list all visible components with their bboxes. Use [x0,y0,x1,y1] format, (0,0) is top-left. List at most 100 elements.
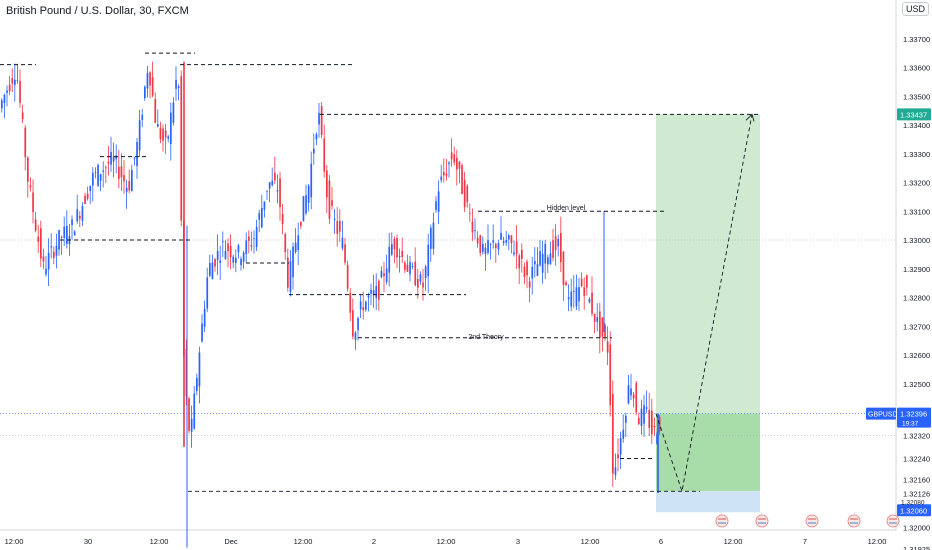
candle-up [76,209,79,222]
candle-up [138,120,141,151]
candle-down [591,292,593,314]
candle-up [271,180,274,186]
candle-up [354,332,357,340]
stop-zone[interactable] [656,491,760,513]
candle-up [380,270,383,278]
candle-down [414,261,417,286]
candle-up [315,134,318,140]
candle-up [255,227,258,248]
candle-up [484,247,487,254]
candle-down [443,172,445,176]
flag-us-icon[interactable] [805,514,819,528]
candle-up [237,245,240,253]
candle-down [638,418,640,425]
candle-down [469,212,471,214]
candle-up [268,182,271,189]
price-tick-label: 1.32240 [903,455,930,464]
candle-up [235,257,237,263]
candle-up [193,393,196,429]
candle-down [599,311,601,338]
candle-up [427,244,430,277]
candle-up [627,385,630,404]
price-tick-label: 1.32600 [903,351,930,360]
candle-down [461,165,463,194]
candle-down [86,193,89,199]
candle-up [534,261,536,265]
candle-up [388,246,391,273]
candle-down [658,416,661,432]
candle-up [625,415,627,423]
candle-up [71,219,73,226]
candle-down [528,281,531,288]
candle-down [362,307,365,311]
candle-down [227,243,229,252]
symbol-badge: GBPUSD [868,412,898,419]
candle-up [567,297,570,300]
candle-down [281,213,284,225]
candle-up [424,266,427,279]
candle-up [136,142,138,167]
candle-down [526,261,528,276]
candle-up [536,264,539,276]
currency-selector[interactable]: USD [902,2,930,16]
target-zone[interactable] [656,114,760,414]
candle-up [219,260,222,263]
candle-down [29,185,32,188]
candle-up [437,191,440,212]
candle-up [645,407,648,409]
candle-down [565,282,567,286]
candle-down [479,235,482,253]
candle-up [305,195,307,214]
candle-down [378,280,380,300]
candle-down [417,278,419,288]
candle-down [586,275,588,288]
candle-down [406,264,409,272]
price-tick-label: 1.33000 [903,236,930,245]
flag-us-icon[interactable] [715,514,729,528]
candle-up [261,207,263,228]
candle-up [619,437,622,455]
candle-up [144,86,146,99]
flag-us-icon[interactable] [886,514,900,528]
candle-up [557,238,560,247]
candle-up [203,308,206,327]
candle-down [79,216,81,219]
projection-path[interactable] [655,114,753,494]
stop-price-badge: 1.32060 [900,506,927,515]
flag-us-icon[interactable] [755,514,769,528]
candle-down [601,317,604,337]
candle-up [292,246,294,278]
time-tick-label: 12:00 [437,537,456,546]
flag-us-icon[interactable] [847,514,861,528]
candle-down [562,251,565,286]
candle-down [84,195,86,205]
candle-up [110,151,112,165]
candle-down [521,249,523,260]
candle-down [105,167,107,169]
candle-down [560,233,562,263]
candle-up [409,261,411,275]
candle-up [502,241,505,244]
candle-up [492,240,495,243]
candle-down [593,313,596,322]
last-price-badge-bg [897,407,931,428]
projection-arrowhead [745,113,755,122]
candle-up [73,231,76,236]
candle-up [570,291,573,307]
partial-price-label: 1.32080 [901,499,925,506]
candle-up [50,246,53,248]
candle-down [107,161,110,164]
candle-up [115,155,118,160]
candle-up [45,268,47,275]
candle-down [604,325,606,337]
target-price-badge: 1.33437 [900,110,927,119]
candle-up [500,232,502,240]
candle-up [372,290,375,296]
candle-up [575,287,578,307]
stop-price-badge-bg [897,504,931,517]
candle-down [632,394,635,399]
candle-down [300,221,302,226]
candle-up [359,301,362,310]
candle-up [547,257,549,265]
